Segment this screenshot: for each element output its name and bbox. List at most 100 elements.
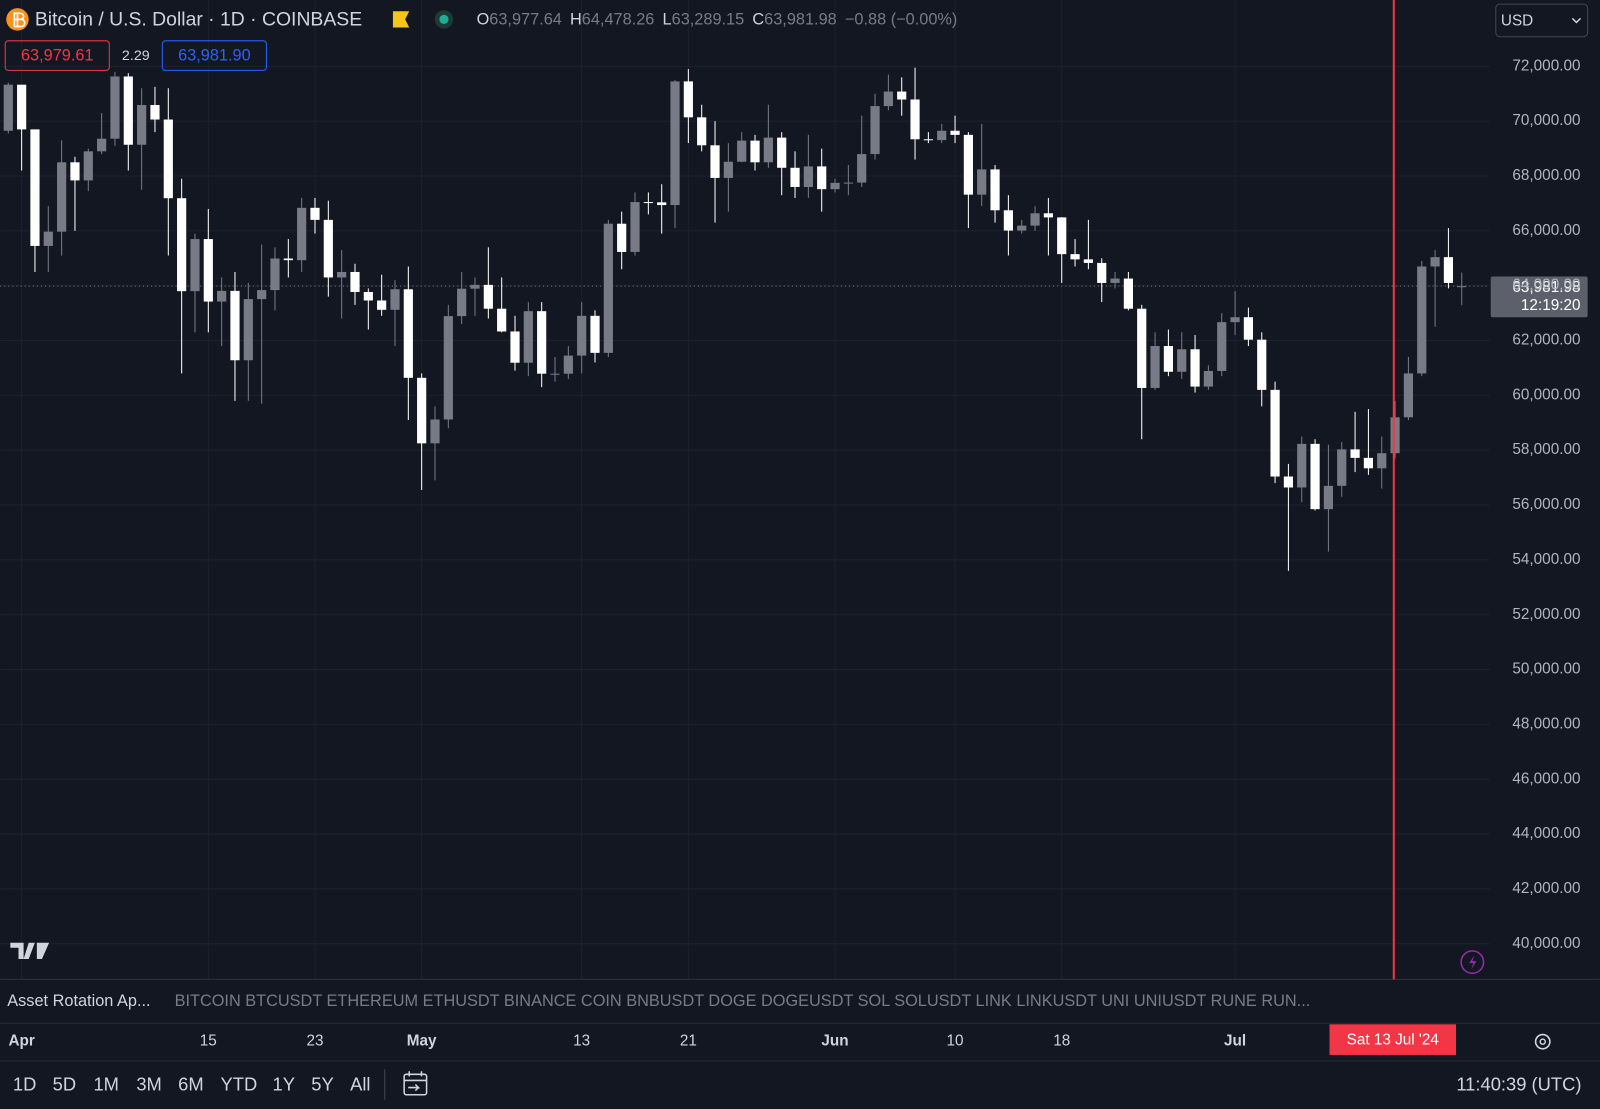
candle-body bbox=[350, 271, 360, 292]
alert-icon[interactable] bbox=[1460, 950, 1485, 975]
buy-button[interactable] bbox=[161, 40, 267, 71]
candle-body bbox=[1190, 349, 1200, 387]
timeframe-button[interactable]: YTD bbox=[221, 1073, 258, 1094]
candle-body bbox=[1443, 257, 1454, 283]
legend-key: H bbox=[570, 11, 582, 29]
lightning-glyph bbox=[1469, 954, 1477, 970]
timeframe-button[interactable]: All bbox=[350, 1073, 370, 1094]
candle-body bbox=[763, 137, 773, 163]
legend-key: O bbox=[477, 11, 490, 29]
buy-price: 63,981.90 bbox=[178, 46, 251, 64]
y-tick-label: 52,000.00 bbox=[1512, 606, 1580, 623]
indicator-name[interactable]: Asset Rotation Ap... bbox=[7, 992, 150, 1010]
legend-key: L bbox=[663, 11, 672, 29]
market-status-dot bbox=[439, 14, 449, 24]
candle-body bbox=[577, 315, 587, 356]
candle-body bbox=[723, 161, 733, 178]
candle-body bbox=[270, 258, 280, 291]
candle-body bbox=[643, 202, 653, 204]
flag-icon[interactable] bbox=[392, 11, 410, 28]
candle-body bbox=[1203, 370, 1213, 387]
timeframe-button[interactable]: 1D bbox=[13, 1073, 36, 1094]
bitcoin-glyph bbox=[13, 12, 26, 28]
currency-select[interactable] bbox=[1495, 3, 1589, 38]
date-range-icon[interactable] bbox=[403, 1073, 428, 1096]
tradingview-logo[interactable] bbox=[10, 942, 50, 960]
countdown: 12:19:20 bbox=[1521, 297, 1581, 314]
candle-body bbox=[1283, 476, 1293, 488]
candle-body bbox=[430, 419, 440, 444]
x-tick-label: 23 bbox=[306, 1033, 323, 1050]
y-tick-label: 58,000.00 bbox=[1512, 441, 1580, 458]
y-tick-label: 70,000.00 bbox=[1512, 112, 1580, 129]
ohlc-legend: O63,977.64 H64,478.26 L63,289.15 C63,981.98… bbox=[477, 11, 958, 29]
candle-body bbox=[697, 117, 707, 146]
timeframe-button[interactable]: 6M bbox=[178, 1073, 204, 1094]
settings-icon[interactable] bbox=[1534, 1033, 1551, 1050]
candle-body bbox=[803, 166, 813, 187]
candle-body bbox=[990, 169, 1000, 211]
legend-change: −0.88 (−0.00%) bbox=[845, 11, 957, 29]
candle-body bbox=[590, 315, 600, 353]
candle-body bbox=[110, 76, 120, 139]
candle-body bbox=[1123, 278, 1133, 309]
timeframe-button[interactable]: 1Y bbox=[273, 1073, 295, 1094]
plot bbox=[0, 67, 1490, 571]
candle-body bbox=[977, 169, 987, 195]
legend-value: 64,478.26 bbox=[582, 11, 655, 29]
candle-body bbox=[163, 119, 173, 199]
x-tick-label: May bbox=[407, 1033, 437, 1050]
legend-value: 63,289.15 bbox=[672, 11, 745, 29]
candle-body bbox=[923, 139, 933, 141]
candle-body bbox=[1030, 213, 1040, 226]
candle-body bbox=[550, 373, 560, 375]
candle-body bbox=[283, 258, 293, 261]
candle-body bbox=[883, 91, 893, 107]
y-tick-label: 66,000.00 bbox=[1512, 222, 1580, 239]
candle-body bbox=[377, 300, 387, 310]
candle-body bbox=[1097, 262, 1107, 283]
candle-body bbox=[1137, 308, 1147, 388]
candle-body bbox=[857, 154, 867, 183]
x-tick-label: Jun bbox=[821, 1033, 848, 1050]
candle-body bbox=[777, 137, 787, 168]
candle-body bbox=[443, 316, 453, 420]
y-tick-label: 60,000.00 bbox=[1512, 386, 1580, 403]
candle-body bbox=[870, 106, 880, 155]
y-tick-label: 72,000.00 bbox=[1512, 57, 1580, 74]
candle-body bbox=[457, 288, 467, 317]
sell-button[interactable] bbox=[4, 40, 110, 71]
y-tick-label: 54,000.00 bbox=[1512, 551, 1580, 568]
timeframe-button[interactable]: 5Y bbox=[311, 1073, 333, 1094]
y-tick-label: 64,000.00 bbox=[1512, 277, 1580, 294]
timeframe-button[interactable]: 3M bbox=[136, 1073, 162, 1094]
candle-body bbox=[137, 104, 147, 145]
timeframe-button[interactable]: 5D bbox=[53, 1073, 76, 1094]
candle-body bbox=[710, 145, 720, 178]
candle-body bbox=[1377, 453, 1387, 469]
candle-body bbox=[337, 271, 347, 278]
candle-body bbox=[830, 182, 840, 190]
candle-body bbox=[30, 129, 40, 246]
candle-body bbox=[523, 311, 533, 363]
candle-body bbox=[177, 198, 187, 292]
candle-body bbox=[97, 138, 107, 152]
candle-body bbox=[750, 140, 760, 163]
timeframe-button[interactable]: 1M bbox=[93, 1073, 119, 1094]
candle-body bbox=[1270, 389, 1280, 477]
currency: USD bbox=[1501, 12, 1533, 29]
y-tick-label: 44,000.00 bbox=[1512, 825, 1580, 842]
sell-price: 63,979.61 bbox=[21, 46, 94, 64]
y-tick-label: 50,000.00 bbox=[1512, 661, 1580, 678]
candle-body bbox=[843, 182, 853, 184]
candle-body bbox=[1150, 345, 1160, 388]
x-tick-label: 13 bbox=[573, 1033, 590, 1050]
candle-body bbox=[1217, 322, 1227, 371]
candle-body bbox=[497, 308, 507, 332]
symbol-title[interactable]: Bitcoin / U.S. Dollar · 1D · COINBASE bbox=[35, 9, 362, 31]
candle-body bbox=[70, 162, 80, 181]
candle-body bbox=[1350, 449, 1360, 458]
spread: 2.29 bbox=[122, 48, 150, 64]
